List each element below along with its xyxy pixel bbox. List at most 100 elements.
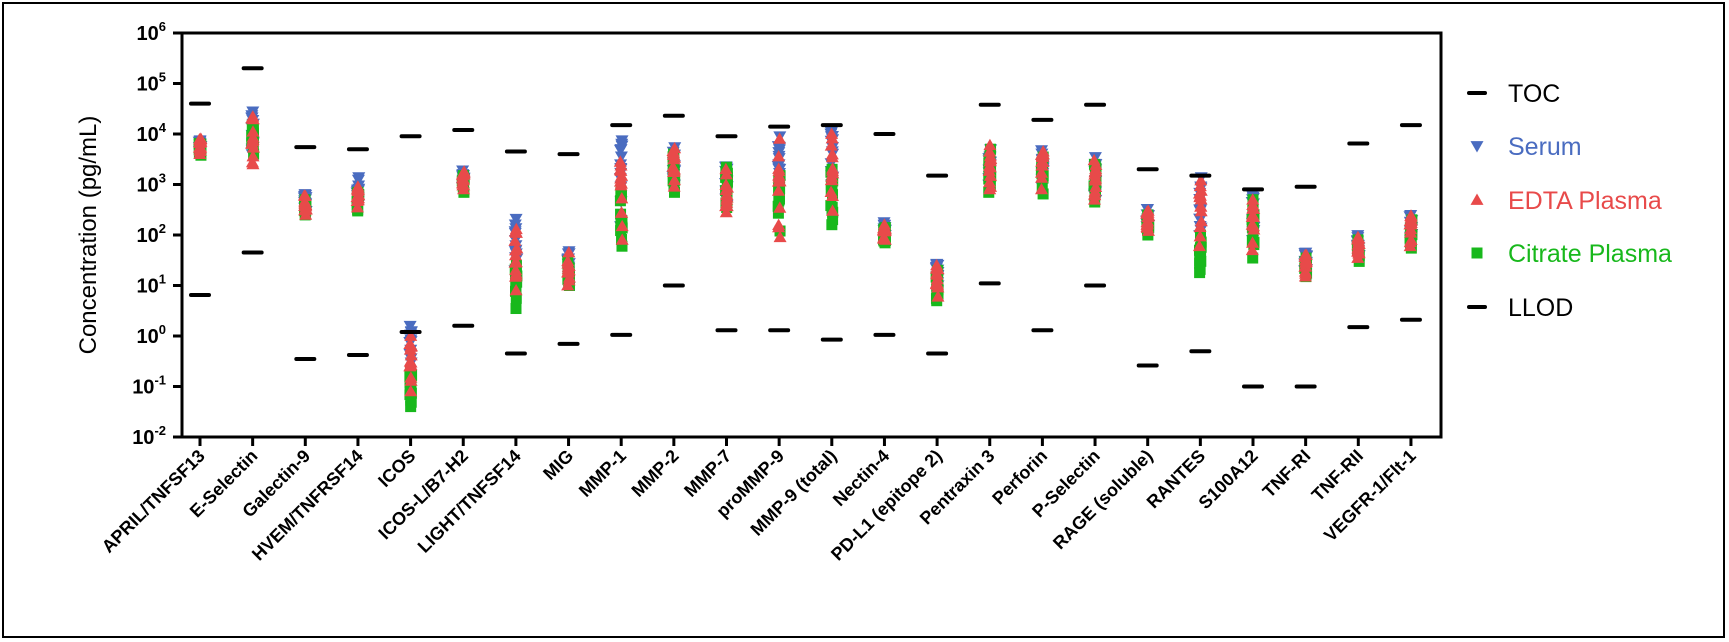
data-point <box>1247 252 1259 264</box>
data-point <box>1089 180 1103 192</box>
data-point <box>1194 255 1206 267</box>
legend-label: Citrate Plasma <box>1508 240 1672 268</box>
data-point <box>772 149 786 162</box>
data-point <box>1247 202 1261 214</box>
data-point <box>1245 243 1259 256</box>
data-point <box>1036 145 1050 157</box>
data-point <box>404 348 418 361</box>
data-point <box>245 136 259 149</box>
data-point <box>1192 239 1206 252</box>
data-point <box>772 220 786 233</box>
data-point <box>1193 230 1207 242</box>
data-point <box>192 141 206 153</box>
data-point <box>1141 210 1155 223</box>
data-point <box>1088 168 1102 180</box>
data-point <box>929 277 943 290</box>
data-point <box>562 246 576 258</box>
x-tick-label: ICOS <box>374 446 419 491</box>
data-point <box>1247 219 1261 232</box>
data-point <box>457 165 471 177</box>
y-tick-label: 104 <box>137 120 167 146</box>
data-point <box>667 173 681 186</box>
data-point <box>771 184 785 196</box>
data-point <box>1035 155 1049 167</box>
data-point <box>245 155 259 168</box>
data-point <box>194 132 208 144</box>
data-point <box>404 329 418 341</box>
y-tick-label: 100 <box>137 322 166 348</box>
data-point <box>1194 174 1208 186</box>
data-point <box>615 206 629 218</box>
data-point <box>616 240 628 252</box>
data-point <box>930 258 944 271</box>
data-point <box>666 165 680 178</box>
legend-marker <box>1471 247 1483 259</box>
data-point <box>1351 230 1365 243</box>
data-point <box>508 234 522 246</box>
data-point <box>508 256 522 268</box>
data-point <box>983 145 997 157</box>
data-point <box>351 180 365 192</box>
data-point <box>1298 248 1312 260</box>
data-point <box>614 172 628 184</box>
data-point <box>1195 236 1207 248</box>
data-point <box>1351 238 1365 250</box>
data-point <box>351 193 365 206</box>
data-point <box>1246 236 1260 248</box>
data-point <box>824 185 838 198</box>
data-point <box>509 222 523 235</box>
x-tick-label: ICOS-L/B7-H2 <box>374 446 472 544</box>
y-tick-label: 10-1 <box>132 373 166 399</box>
data-point <box>719 178 733 191</box>
data-point <box>614 144 628 156</box>
data-point <box>510 303 522 315</box>
data-point <box>773 201 787 213</box>
data-point <box>826 164 840 176</box>
data-point <box>1246 208 1260 220</box>
data-point <box>509 263 523 276</box>
data-point <box>509 213 523 226</box>
data-point <box>825 148 839 160</box>
data-point <box>1194 193 1208 205</box>
data-point <box>931 290 945 302</box>
data-point <box>403 320 417 333</box>
data-point <box>562 263 576 276</box>
data-point <box>350 201 364 213</box>
legend-marker <box>1470 141 1484 153</box>
data-point <box>1299 267 1313 279</box>
data-point <box>615 219 629 232</box>
legend-label: LLOD <box>1508 294 1573 322</box>
data-point <box>1194 200 1208 212</box>
data-point <box>246 131 260 143</box>
data-point <box>246 125 260 137</box>
data-point <box>668 186 680 198</box>
data-point <box>1141 204 1155 216</box>
data-point <box>1404 209 1418 221</box>
data-point <box>1193 179 1207 192</box>
data-point <box>615 135 629 147</box>
x-tick-label: MMP-1 <box>575 446 630 501</box>
data-point <box>1194 214 1208 227</box>
x-tick-label: RAGE (soluble) <box>1049 446 1156 553</box>
data-point <box>668 141 682 154</box>
y-tick-label: 101 <box>137 272 166 298</box>
data-point <box>509 269 523 281</box>
data-point <box>404 384 418 397</box>
data-point <box>614 151 628 163</box>
data-point <box>297 189 311 201</box>
data-point <box>667 180 681 192</box>
data-point <box>1140 217 1154 229</box>
data-point <box>510 242 524 254</box>
legend-marker <box>1470 193 1484 205</box>
data-point <box>772 144 786 156</box>
data-point <box>772 207 784 219</box>
data-point <box>1194 263 1206 275</box>
data-point <box>1404 226 1418 238</box>
data-point <box>719 205 733 218</box>
data-point <box>352 172 366 184</box>
y-tick-label: 106 <box>137 19 166 45</box>
data-point <box>771 175 785 187</box>
data-point <box>982 175 996 188</box>
data-point <box>404 358 418 371</box>
